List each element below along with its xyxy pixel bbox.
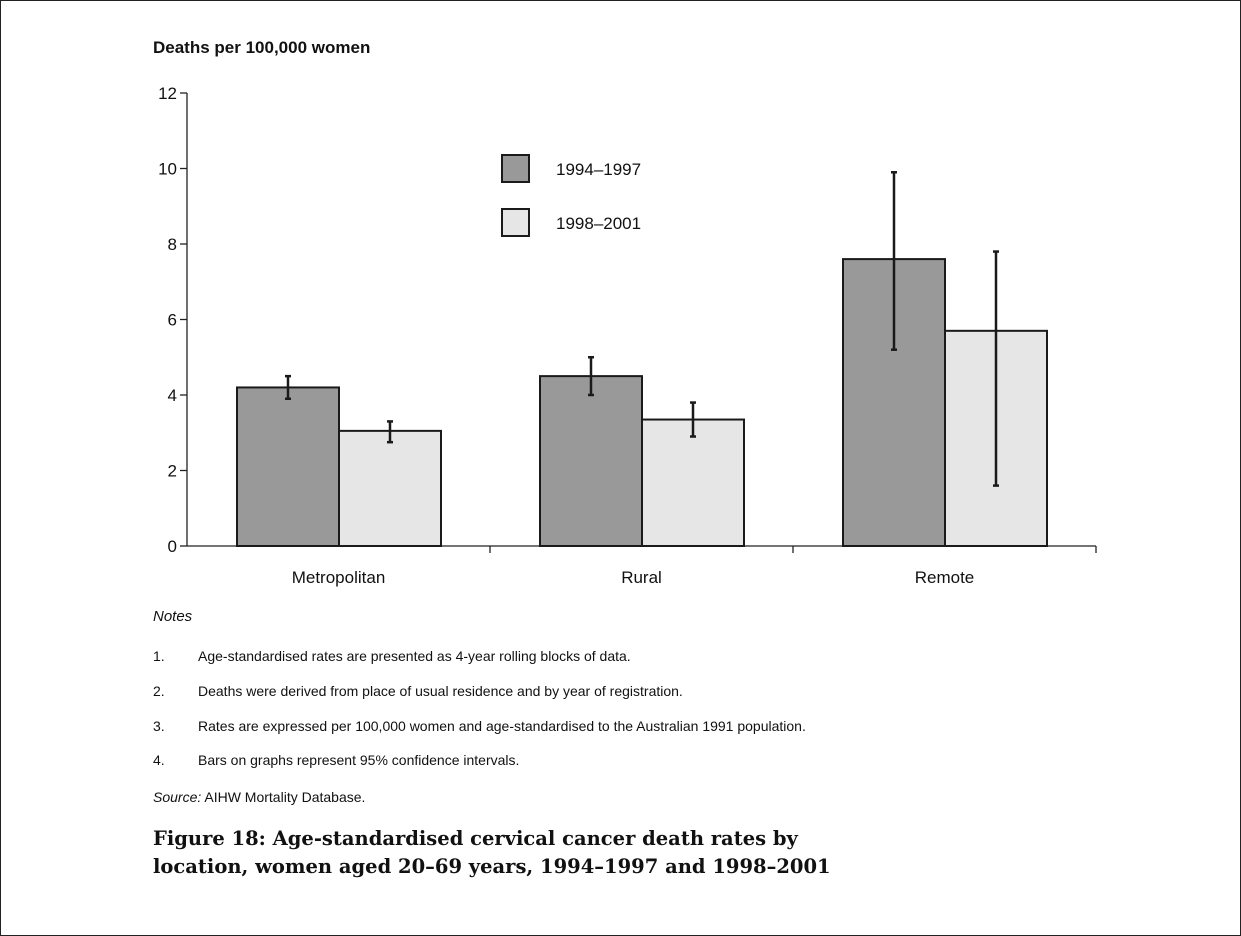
figure-title: Figure 18: Age-standardised cervical can… <box>153 827 831 878</box>
x-category-label: Rural <box>621 568 662 587</box>
y-axis-label: Deaths per 100,000 women <box>153 38 371 57</box>
legend-label: 1998–2001 <box>556 214 641 233</box>
notes-title: Notes <box>153 608 193 625</box>
y-tick-label: 8 <box>168 235 177 254</box>
y-tick-label: 6 <box>168 311 177 330</box>
legend-label: 1994–1997 <box>556 160 641 179</box>
y-tick-label: 10 <box>158 160 177 179</box>
bar-1-rural <box>539 375 643 547</box>
y-tick-label: 4 <box>168 386 177 405</box>
bar-2-rural <box>641 418 745 548</box>
note-number: 4. <box>153 752 165 768</box>
note-number: 2. <box>153 683 165 699</box>
y-tick-label: 0 <box>168 537 177 556</box>
note-text: Age-standardised rates are presented as … <box>198 648 631 664</box>
y-tick-label: 12 <box>158 84 177 103</box>
note-text: Bars on graphs represent 95% confidence … <box>198 752 520 768</box>
x-category-label: Metropolitan <box>292 568 386 587</box>
note-number: 3. <box>153 718 165 734</box>
bar-1-metropolitan <box>236 386 340 548</box>
legend-swatch <box>501 154 530 183</box>
note-item: 2. Deaths were derived from place of usua… <box>153 683 683 699</box>
bar-chart: 0 2 4 6 8 10 12 Metropolitan Rural Remote 1994–199… <box>158 84 1097 587</box>
note-text: Deaths were derived from place of usual … <box>198 683 683 699</box>
x-category-label: Remote <box>915 568 975 587</box>
source-label: Source: <box>153 789 202 805</box>
note-text: Rates are expressed per 100,000 women an… <box>198 718 806 734</box>
note-item: 4. Bars on graphs represent 95% confidenc… <box>153 752 519 768</box>
y-tick-label: 2 <box>168 462 177 481</box>
note-item: 3. Rates are expressed per 100,000 women … <box>153 718 806 734</box>
note-item: 1. Age-standardised rates are presented a… <box>153 648 631 664</box>
note-number: 1. <box>153 648 165 664</box>
legend-swatch <box>501 208 530 237</box>
source-line: Source: AIHW Mortality Database. <box>153 789 365 805</box>
source-text: AIHW Mortality Database. <box>201 789 366 805</box>
bar-2-metropolitan <box>338 429 442 547</box>
